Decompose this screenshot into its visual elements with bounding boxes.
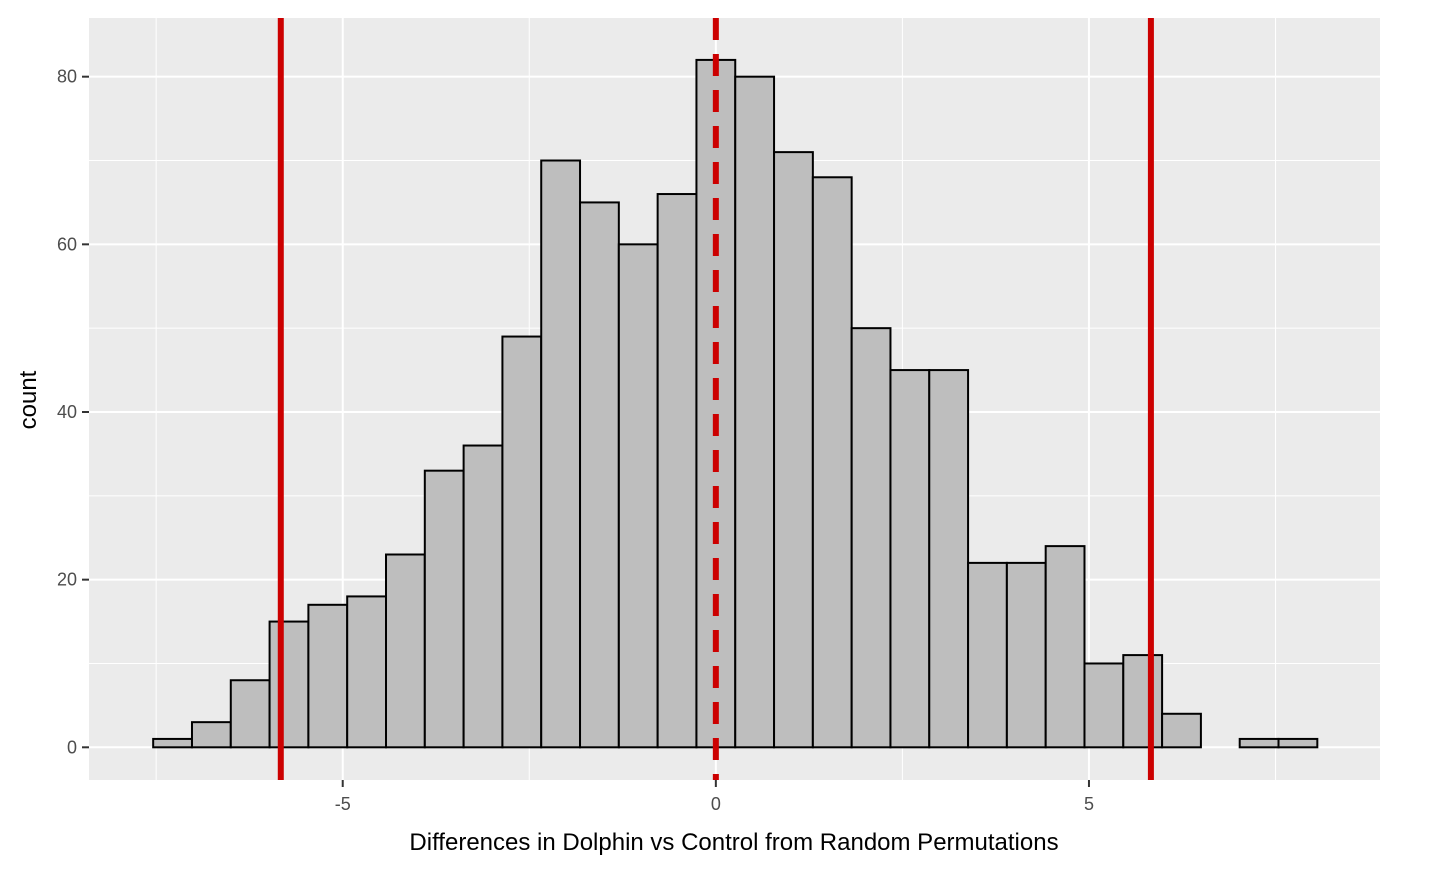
histogram-bar <box>423 469 465 749</box>
histogram-bar <box>346 595 388 749</box>
histogram-bar <box>462 444 504 749</box>
histogram-bar <box>889 369 931 749</box>
histogram-bar <box>773 151 814 749</box>
histogram-bar <box>152 737 193 749</box>
histogram-bar <box>307 603 349 749</box>
x-axis-title: Differences in Dolphin vs Control from R… <box>409 829 1058 856</box>
histogram-bar <box>928 369 970 749</box>
histogram-bar <box>1238 737 1280 749</box>
histogram-bar <box>1083 662 1125 749</box>
histogram-bar <box>850 327 892 749</box>
histogram-bar <box>1122 654 1164 749</box>
y-tick-label: 40 <box>57 402 77 422</box>
x-tick-label: 5 <box>1084 794 1094 814</box>
histogram-bar <box>1161 712 1202 749</box>
histogram-bars <box>152 58 1319 749</box>
x-tick-label: 0 <box>711 794 721 814</box>
y-axis-title: count <box>15 370 42 429</box>
histogram-bar <box>229 679 271 749</box>
histogram-bar <box>540 159 582 749</box>
histogram-bar <box>811 176 853 749</box>
reference-lines <box>277 18 1154 780</box>
y-tick-label: 0 <box>67 737 77 757</box>
histogram-bar <box>1044 545 1086 749</box>
histogram-bar <box>734 75 776 749</box>
x-tick-label: -5 <box>335 794 351 814</box>
histogram-bar <box>385 553 426 749</box>
histogram-bar <box>1277 737 1319 749</box>
y-tick-label: 60 <box>57 234 77 254</box>
histogram-bar <box>617 243 659 749</box>
y-tick-label: 80 <box>57 67 77 87</box>
y-axis: 0 20 40 60 80 <box>57 67 89 757</box>
y-tick-label: 20 <box>57 570 77 590</box>
histogram-bar <box>268 620 310 749</box>
histogram-bar <box>190 721 232 749</box>
histogram-bar <box>656 193 698 749</box>
histogram-bar <box>1005 561 1047 749</box>
histogram-bar <box>967 561 1008 749</box>
histogram-bar <box>501 335 543 749</box>
x-axis: -5 0 5 <box>335 780 1094 814</box>
histogram-bar <box>579 201 620 749</box>
